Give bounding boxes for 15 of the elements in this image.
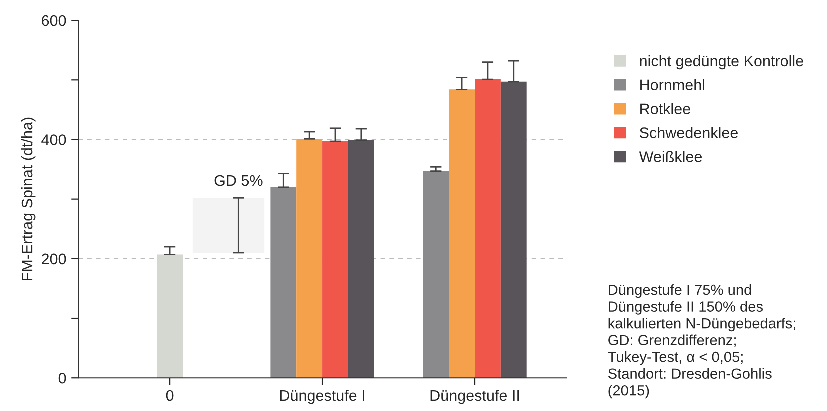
band-label: GD 5% bbox=[214, 175, 263, 186]
y-axis-title: FM-Ertrag Spinat (dt/ha) bbox=[21, 118, 36, 280]
x-tick-label: Düngestufe I bbox=[280, 390, 364, 404]
legend-label: Weißklee bbox=[639, 151, 702, 162]
legend-label: Rotklee bbox=[640, 103, 690, 115]
legend-label: Schwedenklee bbox=[640, 127, 738, 138]
y-tick-label: 0 bbox=[58, 372, 66, 384]
y-tick-label: 400 bbox=[42, 134, 66, 146]
x-tick-label: 0 bbox=[166, 390, 174, 402]
text: Düngestufe I 75% und Düngestufe II 150% des kalkulierten N-Düngebedarfs; GD: Grenzdifferenz; Tukey-Test, α < 0,05; Standort: Dresden-Gohlis (2015) bbox=[608, 284, 796, 399]
x-tick-label: Düngestufe II bbox=[430, 390, 520, 404]
y-tick-label: 600 bbox=[42, 15, 66, 26]
legend-label: nicht gedüngte Kontrolle bbox=[640, 55, 804, 70]
y-tick-label: 200 bbox=[42, 254, 66, 265]
legend-label: Hornmehl bbox=[640, 79, 705, 91]
